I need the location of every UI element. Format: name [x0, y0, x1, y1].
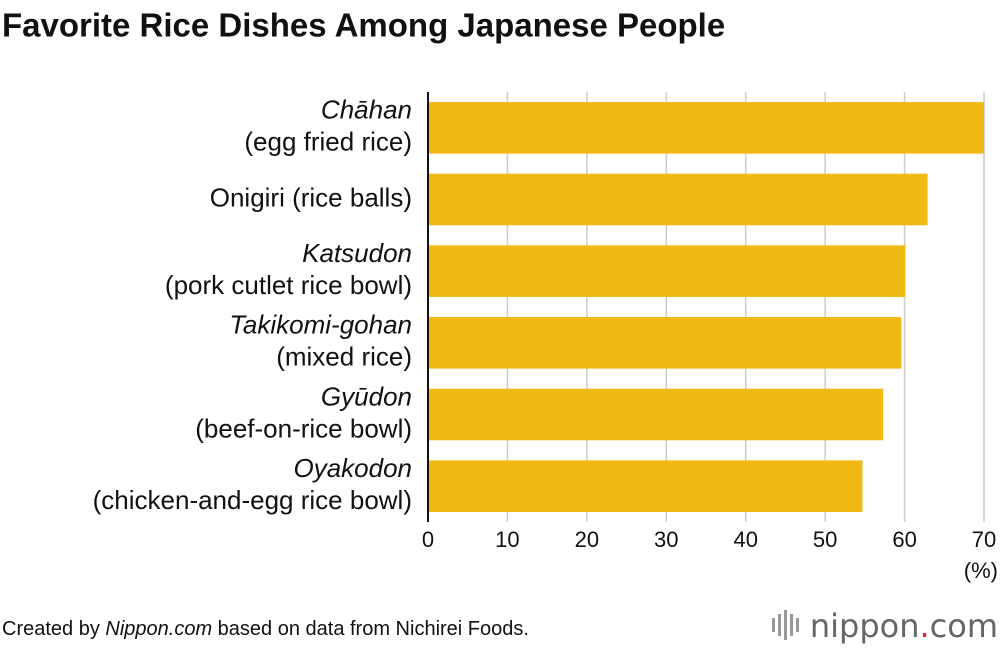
y-tick-label: Katsudon [302, 238, 412, 268]
y-tick-label: (pork cutlet rice bowl) [165, 270, 412, 300]
x-tick-label: 0 [422, 527, 434, 552]
chart-title: Favorite Rice Dishes Among Japanese Peop… [2, 7, 725, 44]
x-tick-label: 30 [654, 527, 678, 552]
bar [428, 388, 884, 441]
y-tick-label: (egg fried rice) [244, 127, 412, 157]
logo-text: com [930, 607, 998, 645]
bar [428, 173, 928, 226]
y-tick-label: (chicken-and-egg rice bowl) [93, 485, 412, 515]
y-tick-label: (beef-on-rice bowl) [195, 413, 412, 443]
x-tick-label: 40 [733, 527, 757, 552]
x-tick-label: 60 [892, 527, 916, 552]
x-unit: (%) [964, 558, 998, 583]
y-tick-label: Onigiri (rice balls) [210, 182, 412, 212]
y-tick-label: Gyūdon [321, 381, 412, 411]
x-tick-label: 10 [495, 527, 519, 552]
logo-text: nippon [810, 607, 920, 645]
bar [428, 245, 906, 297]
y-tick-label: Oyakodon [293, 453, 412, 483]
source-text: Created by [2, 618, 105, 640]
grid [427, 92, 985, 522]
logo-text: . [919, 607, 929, 645]
source-text: based on data from Nichirei Foods. [212, 618, 529, 640]
source-note: Created by Nippon.com based on data from… [2, 618, 529, 640]
source-text: Nippon.com [105, 618, 212, 640]
bar [428, 460, 863, 512]
bar [428, 317, 902, 369]
x-tick-label: 20 [575, 527, 599, 552]
y-tick-label: Chāhan [321, 95, 412, 125]
logo: nippon.com [810, 607, 998, 645]
x-tick-label: 50 [813, 527, 837, 552]
x-tick-label: 70 [972, 527, 996, 552]
y-tick-label: (mixed rice) [276, 342, 412, 372]
bar [428, 102, 984, 154]
logo-mark [772, 610, 799, 640]
y-tick-label: Takikomi-gohan [229, 310, 412, 340]
